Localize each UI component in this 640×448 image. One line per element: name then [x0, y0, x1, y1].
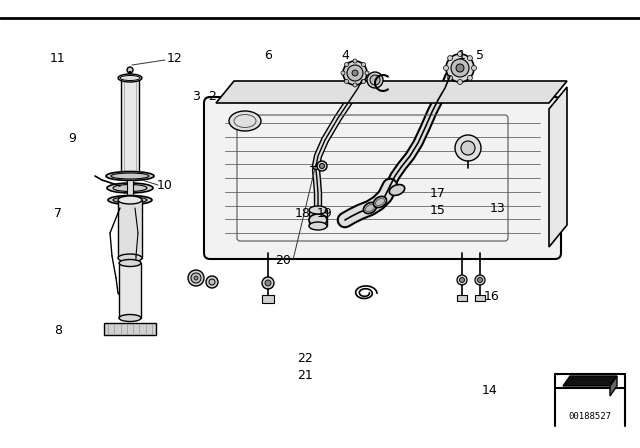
Circle shape [472, 65, 477, 70]
Ellipse shape [229, 111, 261, 131]
Bar [121, 78, 139, 178]
Ellipse shape [118, 254, 142, 262]
Ellipse shape [376, 198, 385, 206]
Ellipse shape [374, 196, 387, 207]
Text: 14: 14 [482, 383, 498, 396]
Text: 9: 9 [68, 132, 76, 145]
Ellipse shape [108, 195, 152, 204]
Circle shape [456, 64, 464, 72]
Circle shape [467, 75, 472, 80]
Bar [475, 295, 485, 301]
Text: 11: 11 [50, 52, 66, 65]
Ellipse shape [113, 185, 147, 191]
Circle shape [344, 79, 349, 83]
Circle shape [353, 59, 357, 63]
Ellipse shape [120, 76, 140, 81]
Circle shape [362, 63, 365, 66]
Bar [104, 323, 156, 335]
Ellipse shape [119, 314, 141, 322]
Text: 19: 19 [317, 207, 333, 220]
Circle shape [317, 161, 327, 171]
Circle shape [446, 54, 474, 82]
Circle shape [475, 275, 485, 285]
Text: 4: 4 [341, 48, 349, 61]
Circle shape [188, 270, 204, 286]
Circle shape [461, 141, 475, 155]
Circle shape [129, 72, 131, 74]
Circle shape [352, 70, 358, 76]
Text: 1: 1 [458, 48, 466, 61]
Circle shape [460, 277, 465, 283]
Text: 2: 2 [208, 90, 216, 103]
Circle shape [344, 63, 349, 66]
Circle shape [367, 72, 383, 88]
Circle shape [362, 79, 365, 83]
Text: 12: 12 [167, 52, 183, 65]
Ellipse shape [118, 74, 142, 82]
Circle shape [262, 277, 274, 289]
Polygon shape [563, 376, 617, 386]
Ellipse shape [107, 183, 153, 193]
Ellipse shape [106, 172, 154, 181]
Circle shape [347, 65, 363, 81]
Text: 16: 16 [484, 289, 500, 302]
Text: 18: 18 [295, 207, 311, 220]
Ellipse shape [309, 222, 327, 230]
Ellipse shape [309, 214, 327, 226]
Bar [262, 295, 274, 303]
Bar [118, 200, 142, 258]
Text: 10: 10 [157, 178, 173, 191]
Bar [457, 295, 467, 301]
Circle shape [447, 75, 452, 80]
Circle shape [447, 56, 452, 60]
Ellipse shape [113, 197, 147, 203]
Text: 6: 6 [264, 48, 272, 61]
Text: 22: 22 [297, 352, 313, 365]
Text: 20: 20 [275, 254, 291, 267]
Text: 8: 8 [54, 323, 62, 336]
Circle shape [477, 277, 483, 283]
Text: 5: 5 [476, 48, 484, 61]
Circle shape [341, 71, 345, 75]
Text: 3: 3 [192, 90, 200, 103]
Circle shape [455, 135, 481, 161]
Circle shape [194, 276, 198, 280]
Circle shape [191, 273, 201, 283]
Circle shape [127, 67, 133, 73]
Ellipse shape [111, 173, 149, 179]
Bar [309, 210, 327, 226]
Circle shape [458, 52, 463, 56]
FancyBboxPatch shape [204, 97, 561, 259]
Text: 00188527: 00188527 [568, 412, 611, 421]
Text: 7: 7 [54, 207, 62, 220]
Text: 21: 21 [297, 369, 313, 382]
Bar [127, 180, 133, 200]
Polygon shape [216, 81, 567, 103]
Circle shape [457, 275, 467, 285]
Circle shape [319, 164, 324, 168]
Polygon shape [610, 376, 617, 396]
Circle shape [265, 280, 271, 286]
Circle shape [451, 59, 469, 77]
Circle shape [343, 61, 367, 85]
Ellipse shape [389, 185, 404, 195]
Text: 17: 17 [430, 186, 446, 199]
Ellipse shape [365, 204, 374, 211]
Ellipse shape [118, 196, 142, 204]
Circle shape [209, 279, 215, 285]
Circle shape [444, 65, 449, 70]
Text: 13: 13 [490, 202, 506, 215]
Circle shape [206, 276, 218, 288]
Circle shape [467, 56, 472, 60]
Circle shape [353, 83, 357, 87]
Ellipse shape [119, 259, 141, 267]
Text: 15: 15 [430, 203, 446, 216]
Circle shape [458, 79, 463, 85]
Polygon shape [549, 87, 567, 247]
Ellipse shape [364, 202, 376, 214]
Circle shape [370, 75, 380, 85]
Ellipse shape [309, 206, 327, 214]
Bar [119, 263, 141, 318]
Circle shape [365, 71, 369, 75]
